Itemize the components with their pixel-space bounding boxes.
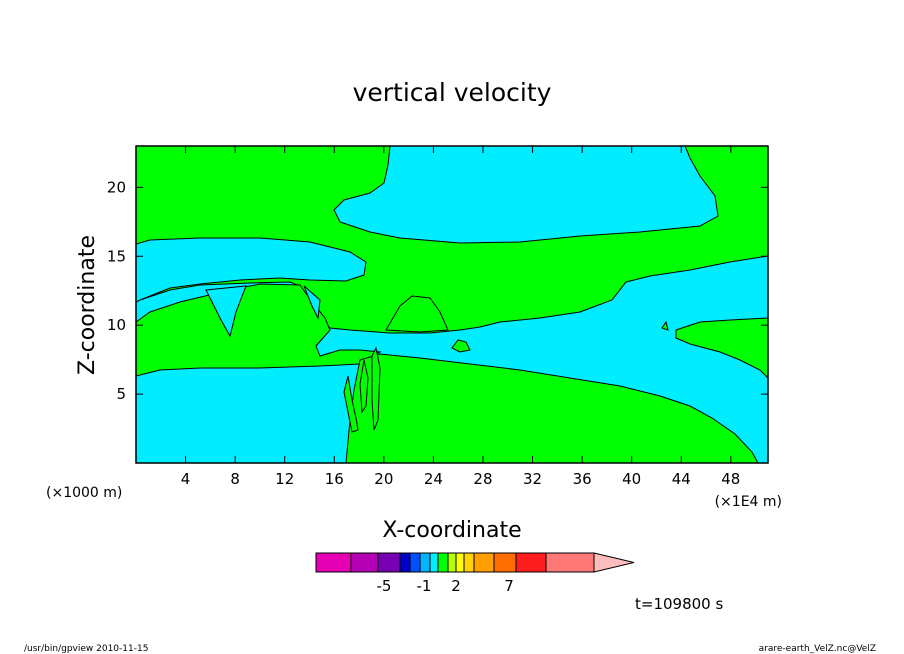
contour-notch-1 <box>205 285 247 338</box>
x-tick-label: 12 <box>275 470 294 488</box>
contour-island-small <box>451 339 471 353</box>
x-tick-label: 44 <box>672 470 691 488</box>
colorbar-arrow <box>593 552 635 573</box>
y-tick-label: 5 <box>116 385 126 403</box>
colorbar-segment <box>315 552 352 573</box>
x-tick-label: 20 <box>374 470 393 488</box>
x-axis-label: X-coordinate <box>382 518 521 543</box>
x-tick-label: 24 <box>424 470 443 488</box>
footer-left: /usr/bin/gpview 2010-11-15 <box>24 644 148 654</box>
colorbar-segment <box>437 552 449 573</box>
colorbar-segment <box>463 552 475 573</box>
colorbar <box>315 552 635 573</box>
colorbar-segment <box>473 552 495 573</box>
x-tick-label: 4 <box>181 470 191 488</box>
x-tick-label: 48 <box>721 470 740 488</box>
y-tick-label: 15 <box>107 247 126 265</box>
y-tick-label: 20 <box>107 178 126 196</box>
colorbar-segment <box>350 552 379 573</box>
contour-region-left-tongue <box>136 237 367 303</box>
x-tick-label: 32 <box>523 470 542 488</box>
x-tick-label: 40 <box>622 470 641 488</box>
x-axis-unit-left: (×1000 m) <box>46 485 122 501</box>
x-axis-ticks: 4 8 12 16 20 24 28 32 36 40 44 48 <box>181 146 740 488</box>
x-tick-label: 36 <box>573 470 592 488</box>
colorbar-tick-label: -5 <box>377 577 392 595</box>
contour-island-center <box>385 295 449 333</box>
chart-title: vertical velocity <box>353 78 552 107</box>
contour-notch-2 <box>303 285 321 320</box>
footer-right: arare-earth_VelZ.nc@VelZ <box>759 644 876 654</box>
colorbar-segment <box>515 552 547 573</box>
plot-area <box>135 145 769 464</box>
colorbar-segment <box>447 552 457 573</box>
plot-frame <box>135 145 769 464</box>
colorbar-tick-label: 2 <box>451 577 461 595</box>
x-tick-label: 28 <box>473 470 492 488</box>
contour-island-right <box>661 317 768 379</box>
colorbar-segment <box>377 552 401 573</box>
y-axis-ticks: 5 10 15 20 <box>107 178 768 403</box>
contour-filaments <box>343 346 381 433</box>
colorbar-segment <box>455 552 465 573</box>
colorbar-segment <box>545 552 595 573</box>
colorbar-segment <box>419 552 431 573</box>
colorbar-segment <box>399 552 411 573</box>
colorbar-segment <box>409 552 421 573</box>
colorbar-segment <box>493 552 517 573</box>
time-label: t=109800 s <box>635 595 723 613</box>
colorbar-tick-label: 7 <box>504 577 514 595</box>
y-tick-label: 10 <box>107 316 126 334</box>
colorbar-tick-labels: -5 -1 2 7 <box>377 577 514 595</box>
x-tick-label: 16 <box>325 470 344 488</box>
contour-region-lower-positive <box>345 353 759 463</box>
colorbar-tick-label: -1 <box>417 577 432 595</box>
x-axis-unit-right: (×1E4 m) <box>715 494 782 510</box>
x-tick-label: 8 <box>230 470 240 488</box>
y-axis-label: Z-coordinate <box>75 235 100 375</box>
colorbar-segment <box>429 552 439 573</box>
